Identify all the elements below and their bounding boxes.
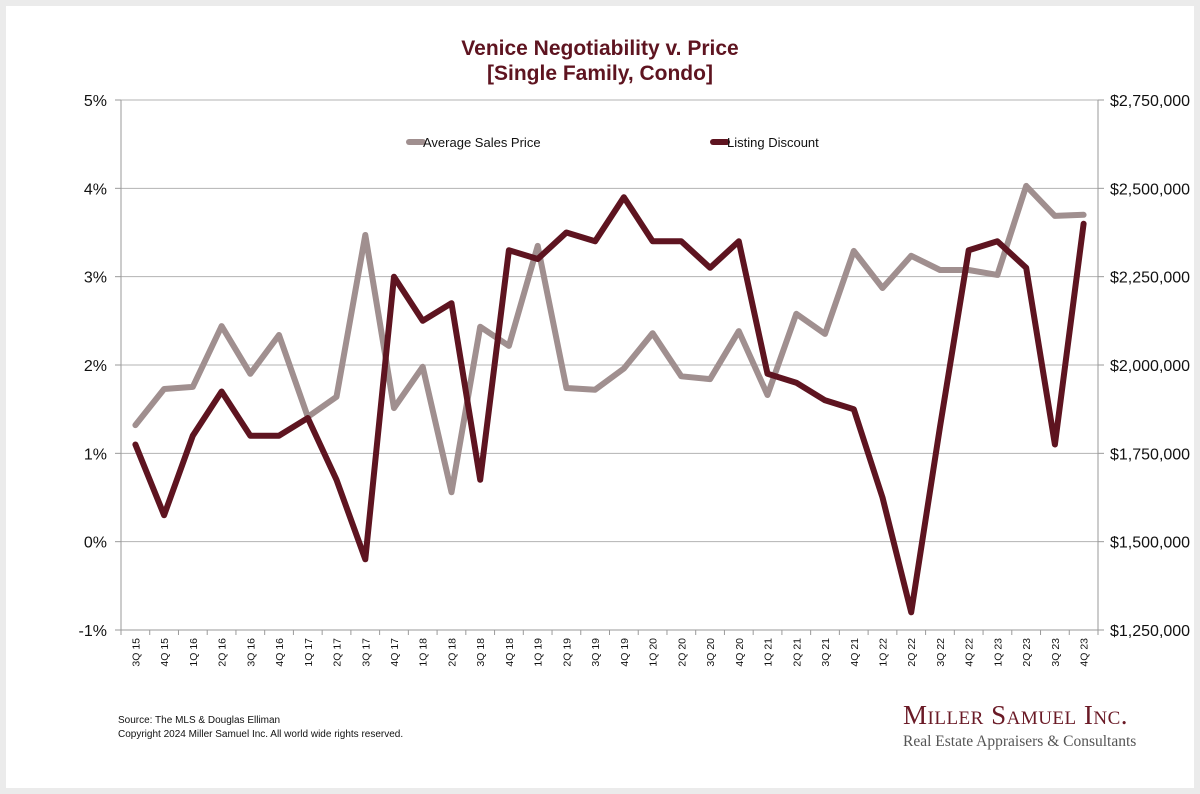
legend-label-listing-discount: Listing Discount [727,135,819,150]
x-tick-label: 1Q 20 [648,638,660,667]
left-tick-label: 2% [84,358,107,375]
right-tick-label: $2,500,000 [1110,181,1190,198]
x-tick-label: 3Q 23 [1050,638,1062,667]
x-tick-label: 2Q 17 [332,638,344,667]
x-tick-label: 4Q 19 [619,638,631,667]
x-tick-label: 1Q 22 [877,638,889,667]
x-tick-label: 2Q 20 [676,638,688,667]
left-tick-label: 3% [84,270,107,287]
x-tick-label: 1Q 16 [188,638,200,667]
legend: Average Sales Price Listing Discount [406,135,819,150]
x-tick-label: 2Q 16 [217,638,229,667]
x-tick-label: 1Q 21 [763,638,775,667]
x-tick-label: 3Q 15 [130,638,142,667]
source-note: Source: The MLS & Douglas Elliman Copyri… [118,714,403,742]
right-tick-label: $1,250,000 [1110,623,1190,640]
average-sales-price-line [132,182,1087,496]
brand-name: Miller Samuel Inc. [903,700,1129,730]
x-tick-label: 3Q 22 [935,638,947,667]
x-tick-label: 4Q 15 [159,638,171,667]
x-tick-label: 2Q 22 [906,638,918,667]
copyright-text: Copyright 2024 Miller Samuel Inc. All wo… [118,729,404,740]
right-tick-label: $2,250,000 [1110,270,1190,287]
brand-logo: Miller Samuel Inc. Real Estate Appraiser… [903,700,1136,752]
left-axis-ticks: -1% 0% 1% 2% 3% 4% 5% [79,93,121,640]
chart-title: Venice Negotiability v. Price [461,37,739,60]
x-tick-label: 3Q 20 [705,638,717,667]
chart-subtitle: [Single Family, Condo] [487,62,713,85]
chart-title-block: Venice Negotiability v. Price [Single Fa… [0,36,1200,86]
legend-label-average-sales-price: Average Sales Price [423,135,541,150]
x-tick-label: 2Q 21 [791,638,803,667]
x-tick-label: 1Q 19 [533,638,545,667]
x-tick-label: 1Q 23 [992,638,1004,667]
left-tick-label: 4% [84,181,107,198]
x-tick-label: 4Q 16 [274,638,286,667]
x-axis-ticks: 3Q 15 4Q 15 1Q 16 2Q 16 3Q 16 4Q 16 1Q 17 2Q 17… [120,630,1099,667]
x-tick-label: 1Q 18 [418,638,430,667]
chart-frame [6,6,1194,788]
right-tick-label: $1,750,000 [1110,446,1190,463]
x-tick-label: 4Q 20 [734,638,746,667]
right-tick-label: $2,000,000 [1110,358,1190,375]
x-tick-label: 4Q 22 [964,638,976,667]
x-tick-label: 4Q 17 [389,638,401,667]
x-tick-label: 2Q 18 [446,638,458,667]
left-tick-label: 0% [84,535,107,552]
listing-discount-line [132,194,1087,616]
source-text: Source: The MLS & Douglas Elliman [118,715,281,726]
x-tick-label: 2Q 23 [1021,638,1033,667]
left-tick-label: 1% [84,446,107,463]
series-lines [132,182,1087,616]
left-tick-label: 5% [84,93,107,110]
gridlines [121,99,1098,631]
x-tick-label: 3Q 16 [245,638,257,667]
x-tick-label: 4Q 23 [1079,638,1091,667]
x-tick-label: 4Q 18 [504,638,516,667]
x-tick-label: 3Q 18 [475,638,487,667]
left-tick-label: -1% [79,623,107,640]
x-tick-label: 1Q 17 [303,638,315,667]
right-axis-ticks: $1,250,000 $1,500,000 $1,750,000 $2,000,000… [1098,93,1190,640]
x-tick-label: 3Q 21 [820,638,832,667]
x-tick-label: 3Q 19 [590,638,602,667]
x-tick-label: 3Q 17 [360,638,372,667]
x-tick-label: 4Q 21 [849,638,861,667]
x-tick-label: 2Q 19 [561,638,573,667]
right-tick-label: $1,500,000 [1110,535,1190,552]
right-tick-label: $2,750,000 [1110,93,1190,110]
brand-tagline: Real Estate Appraisers & Consultants [903,733,1137,750]
